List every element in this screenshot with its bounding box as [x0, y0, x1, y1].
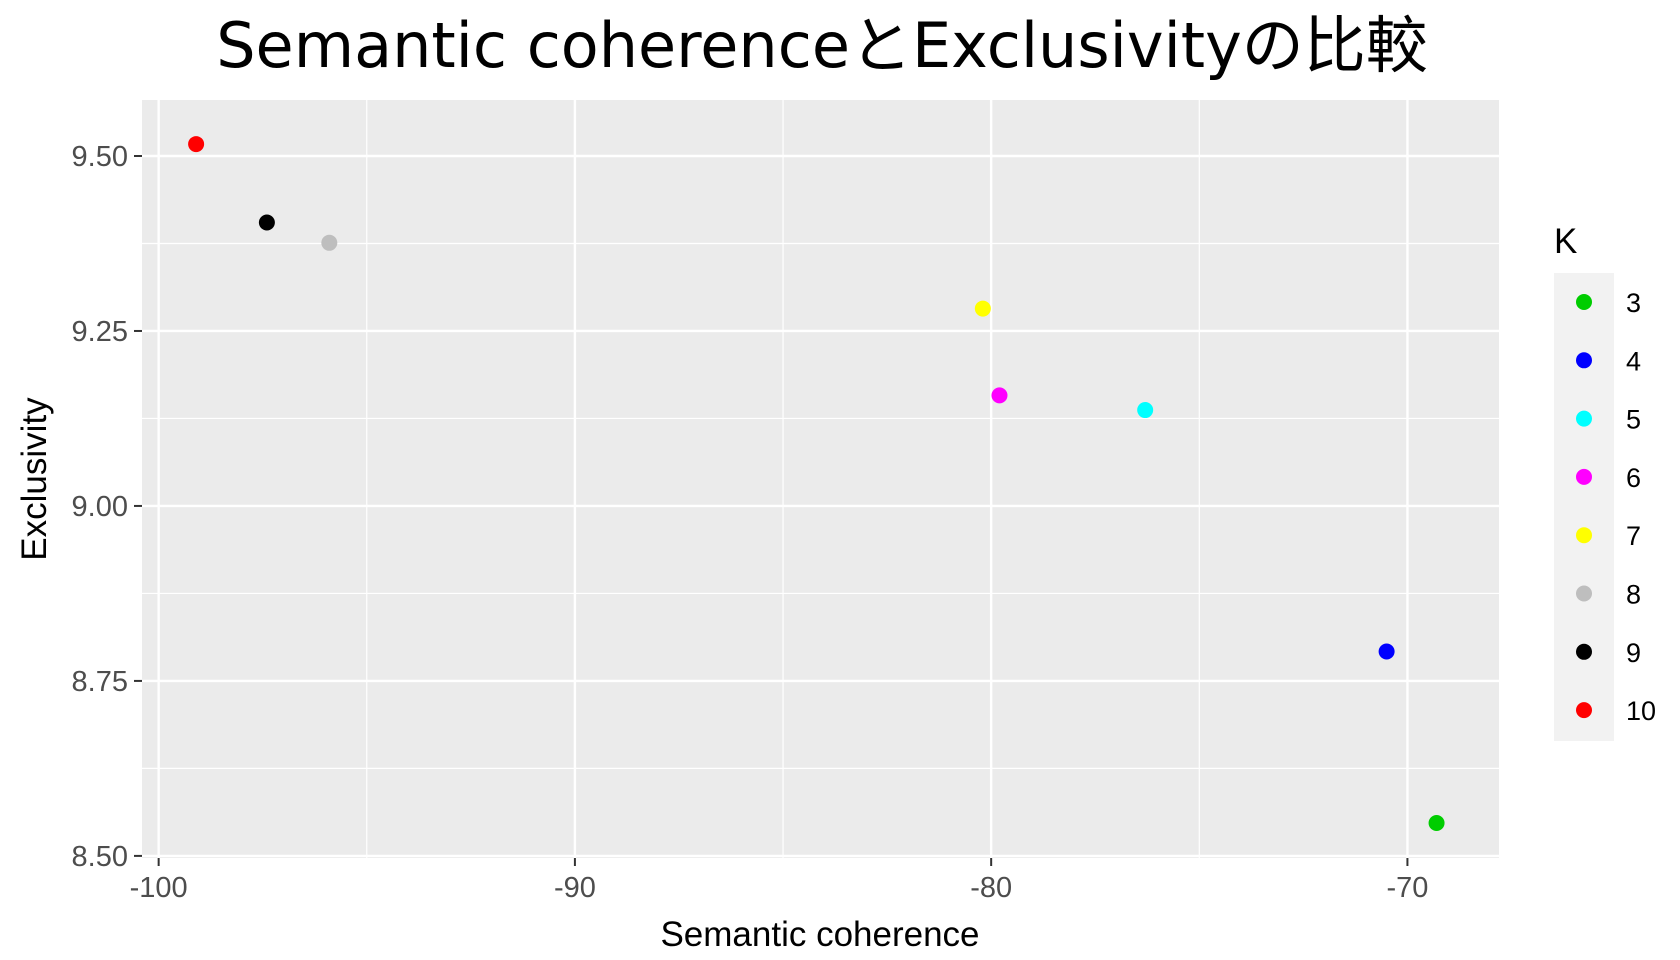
legend-key-k4	[1576, 352, 1592, 369]
legend-key-k5	[1576, 410, 1592, 427]
data-points	[188, 136, 1445, 832]
plot-panel	[142, 100, 1499, 858]
legend-label-k10: 10	[1626, 696, 1656, 726]
x-tick-label: -90	[554, 872, 596, 904]
data-point-k8	[321, 234, 338, 251]
legend-label-k8: 8	[1626, 580, 1641, 610]
y-tick-label: 9.25	[72, 316, 128, 348]
y-axis-tick-labels: 8.50 8.75 9.00 9.25 9.50	[72, 141, 128, 873]
x-tick-label: -70	[1386, 872, 1428, 904]
legend-keys-background	[1554, 273, 1614, 741]
axis-ticks	[134, 154, 1409, 866]
minor-gridlines	[142, 100, 1499, 858]
legend-key-k3	[1576, 294, 1592, 310]
chart-title: Semantic coherenceとExclusivityの比較	[216, 9, 1428, 82]
legend-title: K	[1554, 222, 1577, 261]
legend-items: 3 4 5 6 7 8 9 10	[1576, 288, 1656, 726]
legend-key-k8	[1576, 585, 1592, 602]
legend: K 3 4 5 6 7 8 9 10	[1554, 222, 1656, 741]
x-tick-label: -80	[970, 872, 1012, 904]
legend-key-k10	[1576, 702, 1592, 719]
legend-label-k3: 3	[1626, 288, 1641, 318]
legend-label-k9: 9	[1626, 638, 1641, 668]
major-gridlines	[142, 100, 1499, 858]
y-tick-label: 9.50	[72, 141, 128, 173]
data-point-k4	[1378, 643, 1395, 660]
x-axis-tick-labels: -100 -90 -80 -70	[130, 872, 1429, 904]
legend-label-k7: 7	[1626, 521, 1641, 551]
legend-label-k5: 5	[1626, 405, 1641, 435]
legend-label-k6: 6	[1626, 463, 1641, 493]
y-tick-label: 9.00	[72, 491, 128, 523]
y-tick-label: 8.50	[72, 841, 128, 873]
data-point-k6	[991, 387, 1008, 404]
legend-key-k7	[1576, 527, 1592, 544]
y-axis-title: Exclusivity	[15, 397, 54, 561]
x-axis-title: Semantic coherence	[660, 915, 979, 954]
y-tick-label: 8.75	[72, 666, 128, 698]
legend-label-k4: 4	[1626, 346, 1641, 376]
data-point-k9	[258, 214, 275, 231]
data-point-k5	[1137, 402, 1154, 419]
legend-key-k6	[1576, 468, 1592, 485]
data-point-k7	[974, 300, 991, 317]
data-point-k10	[188, 136, 205, 153]
legend-key-k9	[1576, 643, 1592, 660]
data-point-k3	[1428, 815, 1445, 832]
x-tick-label: -100	[130, 872, 188, 904]
